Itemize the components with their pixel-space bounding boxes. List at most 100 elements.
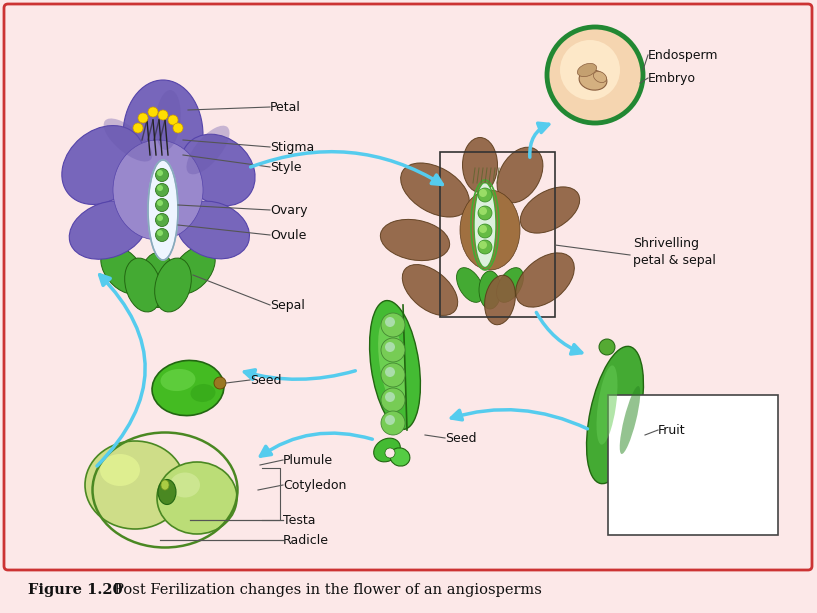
- Ellipse shape: [484, 275, 516, 325]
- Ellipse shape: [620, 386, 641, 454]
- Ellipse shape: [100, 246, 145, 294]
- Ellipse shape: [400, 163, 470, 217]
- Ellipse shape: [214, 377, 226, 389]
- Circle shape: [479, 241, 487, 249]
- Circle shape: [547, 27, 643, 123]
- Ellipse shape: [157, 185, 163, 191]
- Ellipse shape: [593, 72, 606, 83]
- Ellipse shape: [619, 478, 635, 497]
- Text: Ovary: Ovary: [270, 204, 307, 216]
- FancyBboxPatch shape: [4, 4, 812, 570]
- Ellipse shape: [157, 200, 163, 206]
- Ellipse shape: [161, 480, 169, 490]
- Ellipse shape: [381, 219, 449, 261]
- Ellipse shape: [155, 90, 181, 150]
- Text: Seed: Seed: [250, 373, 282, 387]
- Circle shape: [133, 123, 143, 133]
- Ellipse shape: [373, 438, 400, 462]
- Circle shape: [385, 342, 395, 352]
- Ellipse shape: [369, 300, 421, 430]
- Ellipse shape: [155, 213, 168, 226]
- Ellipse shape: [462, 137, 498, 192]
- Circle shape: [381, 388, 405, 412]
- Text: Style: Style: [270, 161, 301, 173]
- Circle shape: [138, 113, 148, 123]
- Text: Figure 1.20: Figure 1.20: [28, 583, 123, 597]
- Ellipse shape: [402, 265, 458, 316]
- Ellipse shape: [478, 240, 492, 254]
- Ellipse shape: [181, 134, 255, 206]
- Circle shape: [385, 392, 395, 402]
- Circle shape: [599, 339, 615, 355]
- Circle shape: [148, 107, 158, 117]
- Ellipse shape: [100, 454, 140, 486]
- Circle shape: [479, 225, 487, 233]
- Ellipse shape: [141, 253, 176, 308]
- Bar: [440, 152, 555, 317]
- Circle shape: [173, 123, 183, 133]
- Circle shape: [381, 338, 405, 362]
- Ellipse shape: [186, 126, 230, 174]
- Text: Testa: Testa: [283, 514, 315, 527]
- Ellipse shape: [154, 258, 191, 312]
- Ellipse shape: [390, 448, 410, 466]
- Ellipse shape: [478, 206, 492, 220]
- Circle shape: [385, 367, 395, 377]
- Ellipse shape: [457, 268, 484, 302]
- Text: Seed: Seed: [445, 432, 476, 444]
- Text: Embryo: Embryo: [648, 72, 696, 85]
- Circle shape: [385, 415, 395, 425]
- Ellipse shape: [155, 169, 168, 181]
- Ellipse shape: [125, 258, 161, 312]
- Circle shape: [479, 189, 487, 197]
- Ellipse shape: [157, 215, 163, 221]
- Ellipse shape: [474, 183, 496, 267]
- Ellipse shape: [155, 229, 168, 242]
- Ellipse shape: [190, 384, 216, 402]
- Ellipse shape: [170, 473, 200, 498]
- Text: Plumule: Plumule: [283, 454, 333, 466]
- Ellipse shape: [497, 268, 524, 302]
- Text: Fruit: Fruit: [658, 424, 685, 436]
- Ellipse shape: [148, 160, 178, 260]
- Ellipse shape: [478, 224, 492, 238]
- Text: Petal: Petal: [270, 101, 301, 113]
- Ellipse shape: [152, 360, 224, 416]
- Ellipse shape: [113, 140, 203, 240]
- Ellipse shape: [104, 118, 152, 162]
- Ellipse shape: [157, 170, 163, 176]
- Ellipse shape: [62, 126, 144, 205]
- Ellipse shape: [158, 479, 176, 504]
- Text: Post Ferilization changes in the flower of an angiosperms: Post Ferilization changes in the flower …: [105, 583, 542, 597]
- Circle shape: [560, 40, 620, 100]
- Ellipse shape: [478, 188, 492, 202]
- Ellipse shape: [69, 201, 147, 259]
- Ellipse shape: [157, 230, 163, 236]
- Ellipse shape: [460, 190, 520, 270]
- Ellipse shape: [579, 70, 607, 90]
- Circle shape: [168, 115, 178, 125]
- Circle shape: [158, 110, 168, 120]
- Ellipse shape: [155, 199, 168, 211]
- Ellipse shape: [520, 187, 580, 233]
- Ellipse shape: [516, 253, 574, 307]
- Text: Stigma: Stigma: [270, 140, 315, 153]
- Text: Endosperm: Endosperm: [648, 48, 718, 61]
- Ellipse shape: [160, 369, 195, 391]
- Ellipse shape: [85, 441, 185, 529]
- Ellipse shape: [479, 271, 501, 309]
- Circle shape: [479, 207, 487, 215]
- Ellipse shape: [171, 246, 215, 294]
- Ellipse shape: [378, 318, 406, 408]
- Ellipse shape: [587, 346, 644, 484]
- Ellipse shape: [155, 183, 168, 197]
- Ellipse shape: [157, 462, 237, 534]
- Text: Radicle: Radicle: [283, 533, 329, 547]
- Ellipse shape: [596, 365, 618, 444]
- Circle shape: [385, 317, 395, 327]
- Ellipse shape: [176, 201, 249, 259]
- Bar: [608, 395, 778, 535]
- Text: Shrivelling
petal & sepal: Shrivelling petal & sepal: [633, 237, 716, 267]
- Text: Sepal: Sepal: [270, 299, 305, 311]
- Circle shape: [381, 313, 405, 337]
